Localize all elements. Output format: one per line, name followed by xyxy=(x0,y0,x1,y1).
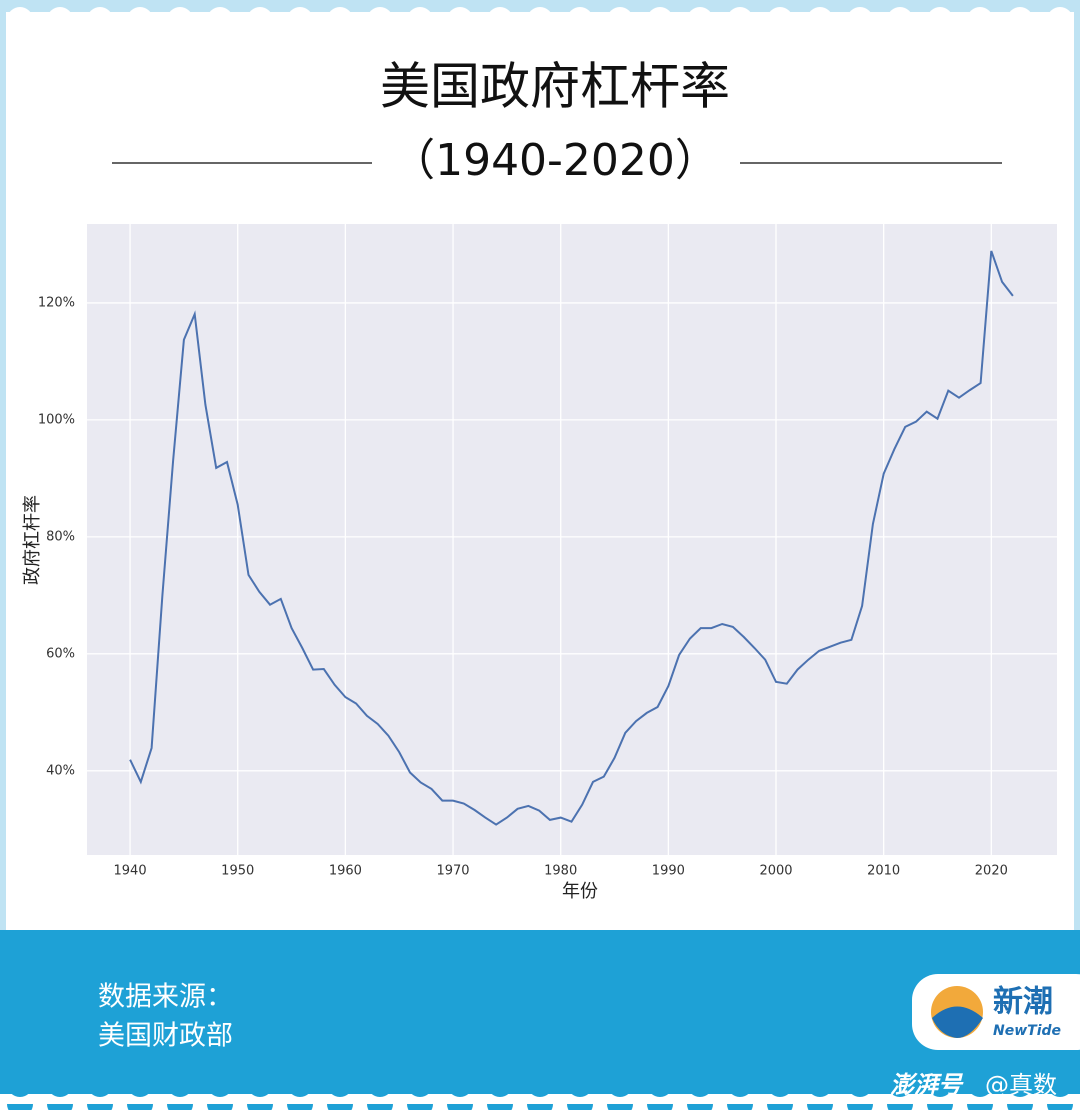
account: @真数 xyxy=(985,1071,1057,1099)
right-border xyxy=(1074,0,1080,930)
footer-band xyxy=(0,930,1080,1110)
logo-wave xyxy=(932,1006,983,1038)
y-tick-label: 120% xyxy=(38,295,75,310)
plot-background xyxy=(87,224,1057,855)
x-tick-label: 1950 xyxy=(221,864,254,879)
x-tick-label: 1940 xyxy=(114,864,147,879)
top-border xyxy=(0,0,1080,12)
chart-title: 美国政府杠杆率 xyxy=(380,58,730,116)
y-tick-label: 60% xyxy=(46,646,75,661)
x-tick-label: 2020 xyxy=(975,864,1008,879)
platform: 澎湃号 xyxy=(890,1071,964,1099)
x-tick-label: 1960 xyxy=(329,864,362,879)
y-tick-label: 100% xyxy=(38,412,75,427)
x-tick-label: 2000 xyxy=(759,864,792,879)
y-axis-label: 政府杠杆率 xyxy=(22,495,43,585)
bottom-border xyxy=(0,1094,1080,1110)
left-border xyxy=(0,0,6,930)
data-line xyxy=(129,250,1014,826)
x-tick-label: 1970 xyxy=(436,864,469,879)
x-tick-label: 2010 xyxy=(867,864,900,879)
y-tick-label: 40% xyxy=(46,763,75,778)
y-tick-label: 80% xyxy=(46,529,75,544)
x-tick-label: 1990 xyxy=(652,864,685,879)
logo-en: NewTide xyxy=(993,1023,1061,1039)
plot: 40% 60% 80% 100% 120% 1940 1950 1960 1970 1980 199… xyxy=(38,224,1057,879)
x-axis-label: 年份 xyxy=(562,881,598,902)
logo-cn: 新潮 xyxy=(993,985,1053,1020)
source: 美国财政部 xyxy=(98,1021,233,1052)
x-tick-label: 1980 xyxy=(544,864,577,879)
chart-subtitle: （1940-2020） xyxy=(391,135,719,186)
source-label: 数据来源： xyxy=(98,982,233,1013)
